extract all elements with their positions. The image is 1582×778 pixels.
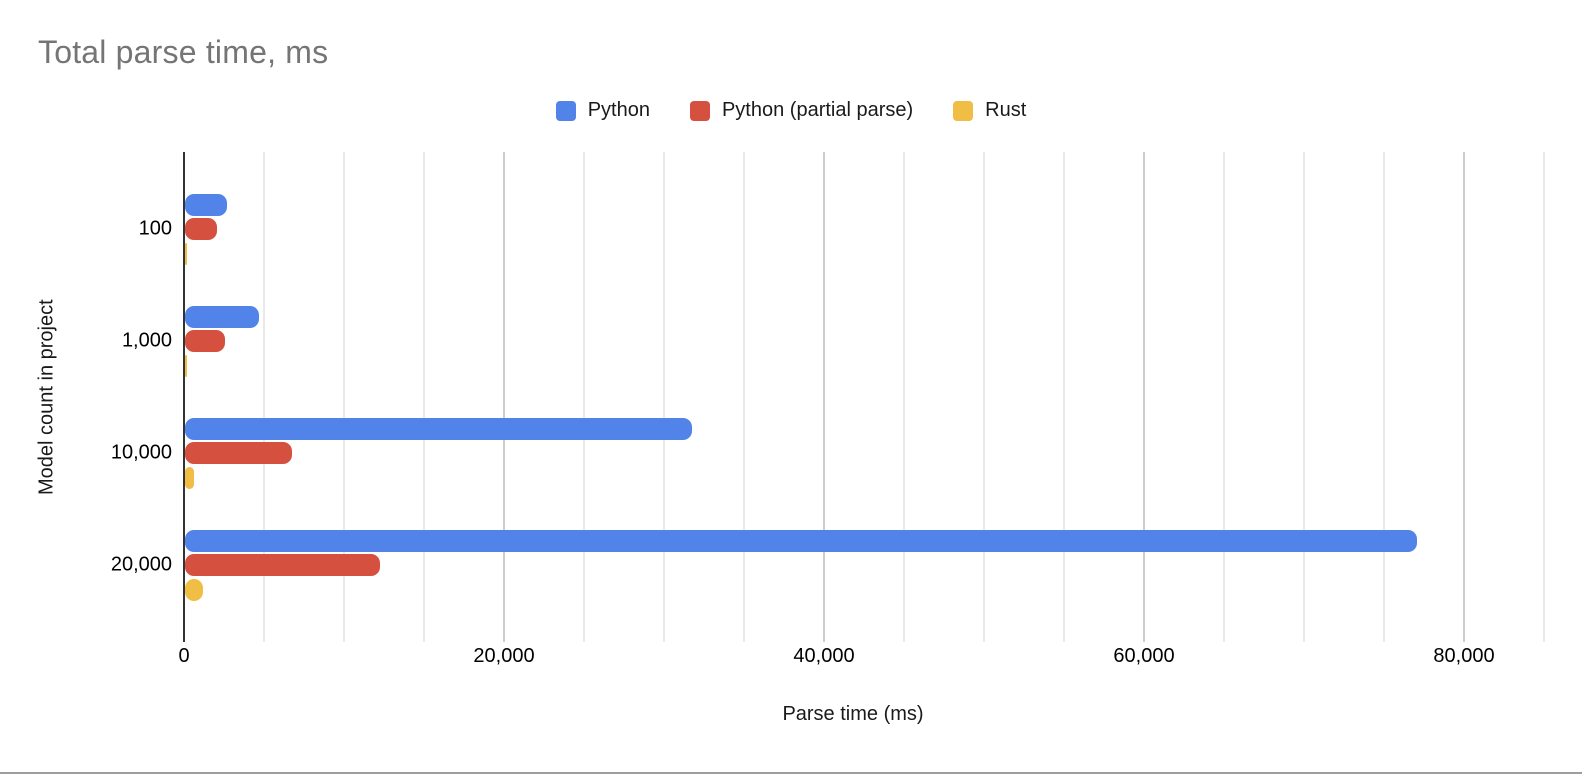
major-gridline <box>823 152 825 642</box>
bar-python-1-000 <box>185 305 259 328</box>
bar-rust-100 <box>185 242 187 265</box>
bar-python-20-000 <box>185 529 1417 552</box>
minor-gridline <box>343 152 345 642</box>
bar-rust-1-000 <box>185 354 188 377</box>
minor-gridline <box>423 152 425 642</box>
bar-rust-20-000 <box>185 578 204 601</box>
x-tick-label-60-000: 60,000 <box>1113 645 1175 667</box>
legend-item-python: Python <box>555 99 650 122</box>
legend-swatch-rust <box>953 100 974 121</box>
minor-gridline <box>1303 152 1305 642</box>
x-tick-label-80-000: 80,000 <box>1433 645 1495 667</box>
minor-gridline <box>743 152 745 642</box>
category-label-100: 100 <box>138 217 172 240</box>
legend-item-python-partial-parse: Python (partial parse) <box>689 99 914 122</box>
minor-gridline <box>583 152 585 642</box>
category-label-10-000: 10,000 <box>110 441 172 464</box>
x-axis-title: Parse time (ms) <box>782 703 924 725</box>
legend-label: Rust <box>985 99 1027 121</box>
minor-gridline <box>983 152 985 642</box>
bar-rust-10-000 <box>185 466 194 489</box>
plot-area <box>183 152 1582 642</box>
legend: Python Python (partial parse) Rust <box>0 99 1582 122</box>
bar-python-partial-parse-20-000 <box>185 554 381 576</box>
minor-gridline <box>663 152 665 642</box>
legend-label: Python <box>587 99 650 121</box>
chart-title: Total parse time, ms <box>38 34 329 70</box>
major-gridline <box>1143 152 1145 642</box>
minor-gridline <box>1223 152 1225 642</box>
legend-label: Python (partial parse) <box>721 99 914 121</box>
category-label-1-000: 1,000 <box>121 329 172 352</box>
bar-python-partial-parse-10-000 <box>185 442 293 464</box>
minor-gridline <box>903 152 905 642</box>
minor-gridline <box>1063 152 1065 642</box>
minor-gridline <box>1543 152 1545 642</box>
bar-python-100 <box>185 193 227 216</box>
legend-item-rust: Rust <box>953 99 1026 122</box>
bar-python-partial-parse-1-000 <box>185 330 225 352</box>
x-tick-label-0: 0 <box>178 645 190 667</box>
bar-python-10-000 <box>185 417 693 440</box>
minor-gridline <box>1383 152 1385 642</box>
legend-swatch-python-partial-parse <box>689 100 710 121</box>
major-gridline <box>503 152 505 642</box>
minor-gridline <box>263 152 265 642</box>
legend-swatch-python <box>555 100 576 121</box>
bottom-border <box>0 772 1582 774</box>
bar-python-partial-parse-100 <box>185 218 217 240</box>
x-tick-label-40-000: 40,000 <box>793 645 855 667</box>
major-gridline <box>1463 152 1465 642</box>
y-axis-baseline <box>183 152 185 642</box>
category-label-20-000: 20,000 <box>110 553 172 576</box>
x-tick-label-20-000: 20,000 <box>473 645 535 667</box>
